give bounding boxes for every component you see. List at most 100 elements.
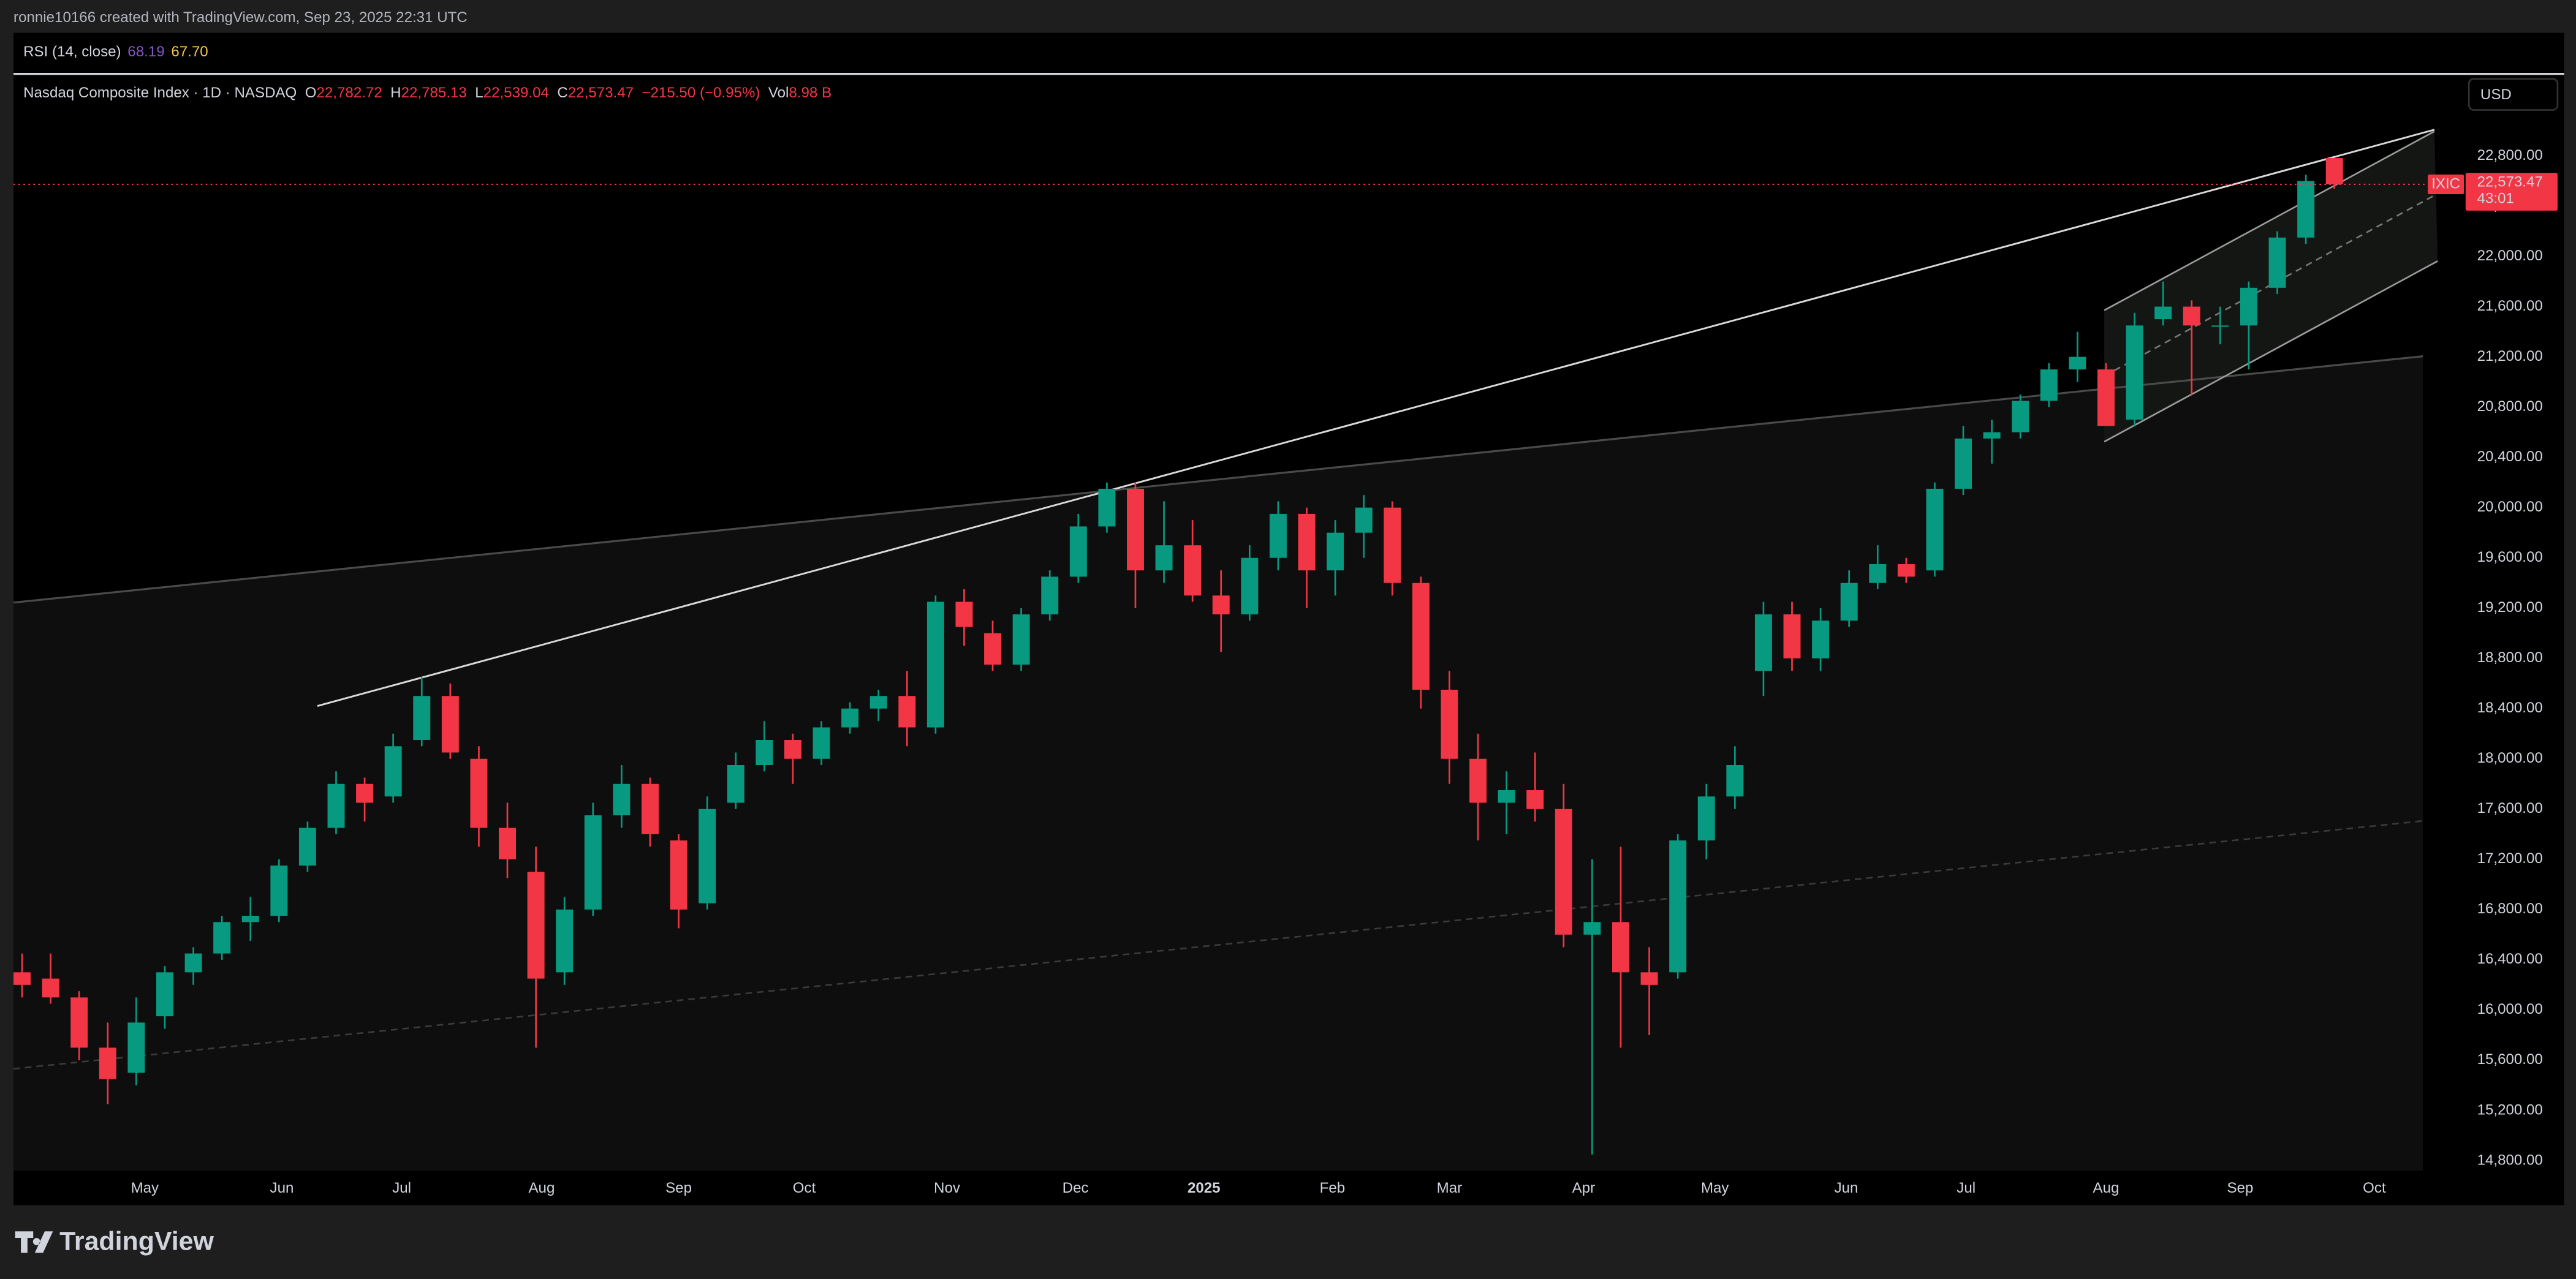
candle-body [584,815,602,910]
candle-body [499,828,517,859]
change: −215.50 (−0.95%) [642,85,760,101]
candle-body [2012,401,2029,432]
candle-body [2297,181,2315,238]
candle-body [784,739,801,759]
candle-body [298,828,316,866]
candle-body [1127,488,1144,571]
candle-body [1355,507,1373,533]
price-label: 22,573.47 [2477,174,2543,191]
trend-line-upper [317,129,2435,707]
candle-body [1840,583,1858,621]
ohlc-value: 22,573.47 [568,85,634,101]
candle-body [1469,758,1487,803]
symbol: Nasdaq Composite Index · 1D · NASDAQ [23,85,297,101]
candle-body [384,746,402,797]
x-tick-label: Feb [1320,1180,1346,1196]
candle-body [1669,840,1687,973]
candle-body [1098,488,1116,527]
candle-body [1526,790,1544,809]
ohlc-letter: L [475,85,483,101]
candle-body [1384,507,1401,583]
candle-body [1812,621,1830,658]
candle-body [727,765,744,803]
candle-body [241,916,259,922]
x-tick-label: 2025 [1188,1180,1221,1196]
candle-body [327,783,345,828]
candle-body [1640,972,1658,985]
y-tick-label: 16,000.00 [2477,1001,2543,1017]
currency-button[interactable] [2468,78,2559,111]
candle-body [1897,564,1915,577]
x-tick-label: Jun [270,1180,294,1196]
trend-line-dashed [13,820,2423,1070]
candle-body [2097,369,2115,426]
shaded-region [13,356,2423,1171]
y-tick-label: 19,600.00 [2477,549,2543,565]
candle-body [270,866,288,916]
x-tick-label: Aug [528,1180,555,1196]
rsi-header: RSI (14, close) 68.19 67.70 [23,43,208,60]
vol-value: 8.98 B [789,85,832,101]
candle-body [556,909,574,973]
candle-body [1955,438,1972,489]
candle-body [2154,306,2172,320]
candle-body [1441,689,1458,759]
candle-body [1726,765,1744,797]
candle-body [1041,576,1059,614]
candle-body [2240,287,2257,326]
candle-body [926,602,944,728]
candle-body [613,783,631,816]
candle-body [356,783,374,803]
y-tick-label: 18,800.00 [2477,649,2543,666]
candle-body [13,972,31,985]
candle-body [1327,532,1344,571]
candle-body [1983,432,2001,439]
candle-body [2211,325,2229,327]
candle-body [213,922,231,954]
y-tick-label: 17,200.00 [2477,850,2543,867]
candle-body [2126,325,2143,420]
candle-body [1241,557,1259,614]
candle-body [127,1022,145,1073]
x-tick-label: Dec [1063,1180,1089,1196]
x-tick-label: May [131,1180,159,1196]
rsi-label: RSI (14, close) [23,43,121,60]
candle-body [470,758,488,828]
ticker-badge [2428,174,2464,195]
ohlc-value: 22,785.13 [401,85,467,101]
candle-body [1184,545,1202,596]
trend-line [13,355,2423,604]
candle-body [1012,614,1030,665]
x-tick-label: Jul [392,1180,411,1196]
candle-body [1697,796,1715,841]
y-tick-label: 21,200.00 [2477,348,2543,364]
candle-body [1583,922,1601,935]
x-tick-label: Nov [934,1180,960,1196]
candle-body [1783,614,1801,658]
x-tick-label: Oct [793,1180,816,1196]
y-tick-label: 18,000.00 [2477,750,2543,766]
y-tick-label: 16,800.00 [2477,900,2543,917]
candle-body [1212,595,1230,614]
x-tick-label: Apr [1572,1180,1596,1196]
candle-body [898,696,916,728]
x-tick-label: Oct [2363,1180,2386,1196]
price-badge [2465,173,2558,211]
x-tick-label: Jul [1957,1180,1976,1196]
y-tick-label: 20,400.00 [2477,448,2543,465]
x-tick-label: May [1701,1180,1729,1196]
y-tick-label: 16,400.00 [2477,951,2543,967]
candle-body [1412,583,1430,690]
x-tick-label: Sep [2227,1180,2254,1196]
candle-body [670,840,688,910]
footer [0,1215,2576,1279]
y-tick-label: 15,600.00 [2477,1051,2543,1068]
candle-body [699,809,716,904]
candle-body [756,739,773,766]
y-tick-label: 22,000.00 [2477,247,2543,264]
candle-body [1269,513,1287,558]
candle-body [1612,922,1629,973]
y-tick-label: 19,200.00 [2477,599,2543,616]
